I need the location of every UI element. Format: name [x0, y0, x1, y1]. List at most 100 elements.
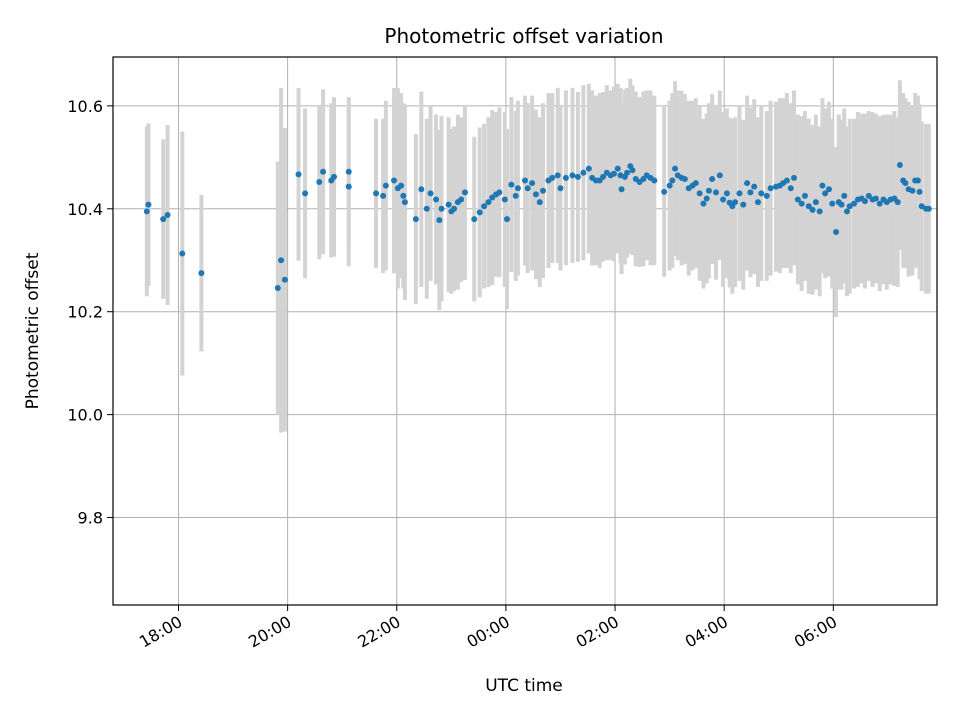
data-point [331, 173, 338, 180]
data-point [451, 205, 458, 212]
data-point [373, 190, 380, 197]
data-point [433, 196, 440, 203]
data-point [423, 205, 430, 212]
data-point [801, 192, 808, 199]
y-axis-ticks: 9.8 10.0 10.2 10.4 10.6 [67, 97, 113, 528]
data-point [767, 185, 774, 192]
data-point [382, 182, 389, 189]
data-point [532, 191, 539, 198]
data-point [610, 170, 617, 177]
data-point [829, 200, 836, 207]
data-point [398, 182, 405, 189]
data-point [557, 185, 564, 192]
data-point [914, 177, 921, 184]
data-point [179, 250, 186, 257]
data-point [703, 195, 710, 202]
data-point [763, 192, 770, 199]
data-point [794, 196, 801, 203]
data-point [512, 192, 519, 199]
y-tick-label: 10.4 [67, 200, 103, 219]
data-point [380, 192, 387, 199]
data-point [427, 190, 434, 197]
y-tick-label: 10.2 [67, 303, 103, 322]
data-point [445, 201, 452, 208]
data-point [925, 205, 932, 212]
data-point [145, 201, 152, 208]
data-point [783, 177, 790, 184]
data-point [624, 169, 631, 176]
data-point [503, 216, 510, 223]
data-point [661, 188, 668, 195]
data-point [401, 199, 408, 206]
data-point [316, 179, 323, 186]
y-tick-label: 10.0 [67, 406, 103, 425]
data-point [709, 175, 716, 182]
data-point [295, 171, 302, 178]
data-points [143, 162, 932, 292]
data-point [809, 206, 816, 213]
data-point [345, 183, 352, 190]
data-point [164, 211, 171, 218]
data-point [909, 187, 916, 194]
data-point [562, 174, 569, 181]
data-point [302, 190, 309, 197]
data-point [476, 209, 483, 216]
data-point [580, 169, 587, 176]
data-point [438, 205, 445, 212]
data-point [458, 196, 465, 203]
data-point [712, 189, 719, 196]
data-point [629, 167, 636, 174]
data-point [618, 186, 625, 193]
data-point [755, 199, 762, 206]
data-point [876, 200, 883, 207]
data-point [894, 199, 901, 206]
data-point [672, 165, 679, 172]
y-tick-label: 10.6 [67, 97, 103, 116]
plot-area-frame [112, 56, 938, 606]
data-point [496, 189, 503, 196]
data-point [681, 175, 688, 182]
data-point [536, 199, 543, 206]
data-point [851, 200, 858, 207]
chart-title: Photometric offset variation [384, 24, 663, 48]
data-point [461, 189, 468, 196]
data-point [585, 165, 592, 172]
data-point [508, 181, 515, 188]
data-point [418, 186, 425, 193]
data-point [522, 177, 528, 184]
data-point [391, 177, 398, 184]
data-point [798, 200, 805, 207]
data-point [529, 180, 536, 187]
data-point [740, 201, 747, 208]
data-point [747, 189, 754, 196]
data-point [278, 257, 285, 264]
data-point [696, 190, 703, 197]
data-point [501, 196, 508, 203]
y-axis-label: Photometric offset [23, 252, 43, 409]
y-tick-label: 9.8 [78, 509, 103, 528]
data-point [549, 174, 556, 181]
data-point [400, 192, 407, 199]
data-point [833, 228, 840, 235]
data-point [666, 182, 673, 189]
data-point [412, 216, 419, 223]
data-point [614, 165, 621, 172]
data-point [846, 203, 853, 210]
data-point [744, 180, 751, 187]
data-point [198, 270, 205, 277]
data-point [819, 182, 826, 189]
data-point [841, 192, 848, 199]
data-point [812, 199, 819, 206]
data-point [651, 177, 658, 184]
x-axis-label: UTC time [485, 676, 563, 696]
data-point [896, 162, 903, 169]
data-point [736, 190, 743, 197]
data-point [669, 177, 676, 184]
data-point [274, 285, 281, 292]
data-point [540, 187, 547, 194]
data-point [838, 201, 845, 208]
data-point [861, 198, 868, 205]
data-point [843, 208, 850, 215]
